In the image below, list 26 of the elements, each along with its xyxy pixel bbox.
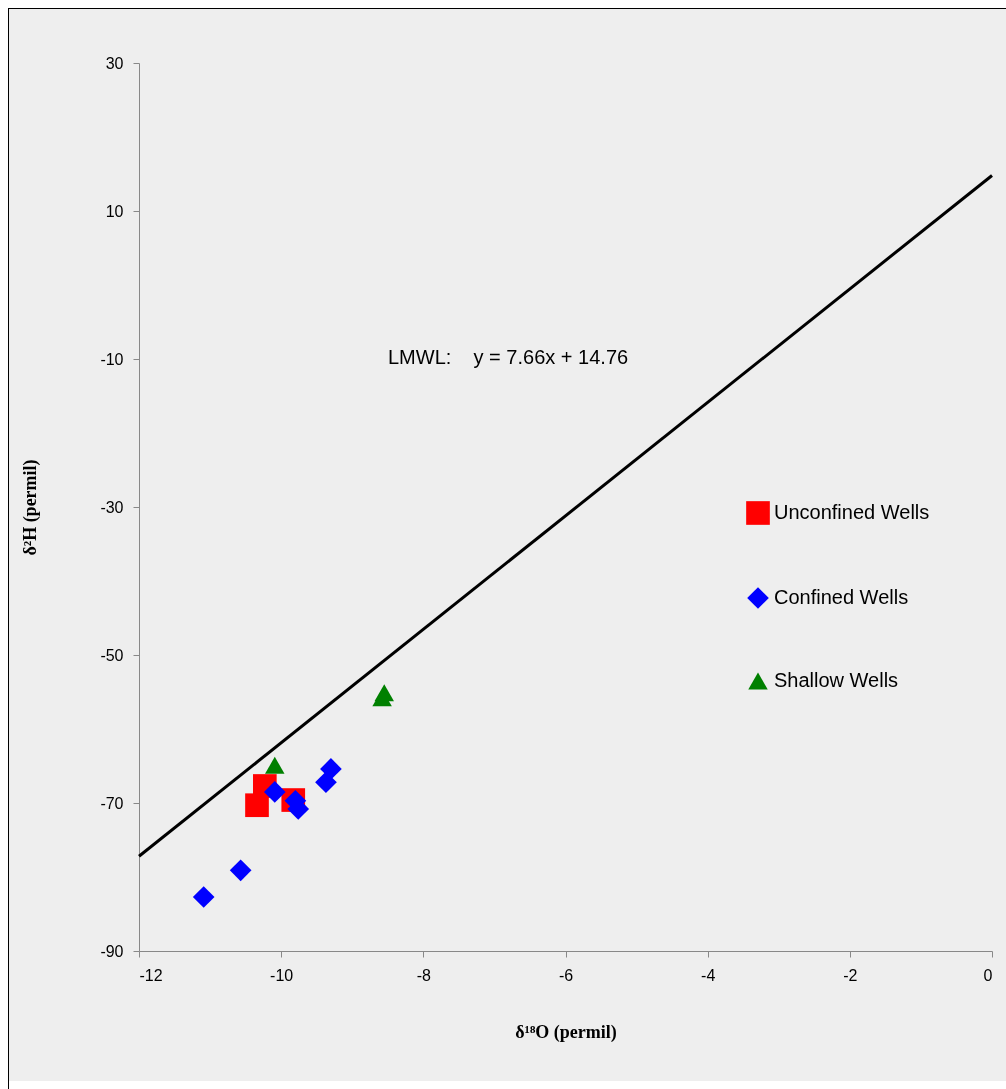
legend-label: Confined Wells bbox=[774, 586, 909, 608]
y-tick-label: -30 bbox=[100, 498, 124, 516]
x-axis-title: δ¹⁸O (permil) bbox=[515, 1021, 617, 1043]
y-tick-label: 30 bbox=[105, 54, 124, 72]
x-tick-label: -8 bbox=[416, 966, 432, 984]
point bbox=[229, 859, 252, 882]
point bbox=[245, 793, 269, 818]
annotation: LMWL: y = 7.66x + 14.76 bbox=[388, 346, 629, 368]
x-tick-label: -6 bbox=[558, 966, 574, 984]
legend-label: Unconfined Wells bbox=[774, 501, 930, 523]
y-tick-label: -50 bbox=[100, 646, 124, 664]
y-tick-label: -70 bbox=[100, 794, 124, 812]
y-tick-label: 10 bbox=[105, 202, 124, 220]
x-tick-label: -12 bbox=[139, 966, 163, 984]
point bbox=[265, 756, 285, 774]
y-tick-label: -10 bbox=[100, 350, 124, 368]
x-tick-label: -2 bbox=[843, 966, 858, 984]
point bbox=[263, 781, 286, 803]
x-tick-label: -4 bbox=[701, 966, 716, 984]
x-tick-label: 0 bbox=[983, 966, 993, 984]
point bbox=[192, 886, 215, 908]
y-axis-title: δ²H (permil) bbox=[20, 459, 42, 556]
legend-label: Shallow Wells bbox=[774, 669, 899, 691]
point bbox=[315, 771, 337, 794]
x-tick-label: -10 bbox=[270, 966, 294, 984]
y-tick-label: -90 bbox=[100, 942, 124, 960]
